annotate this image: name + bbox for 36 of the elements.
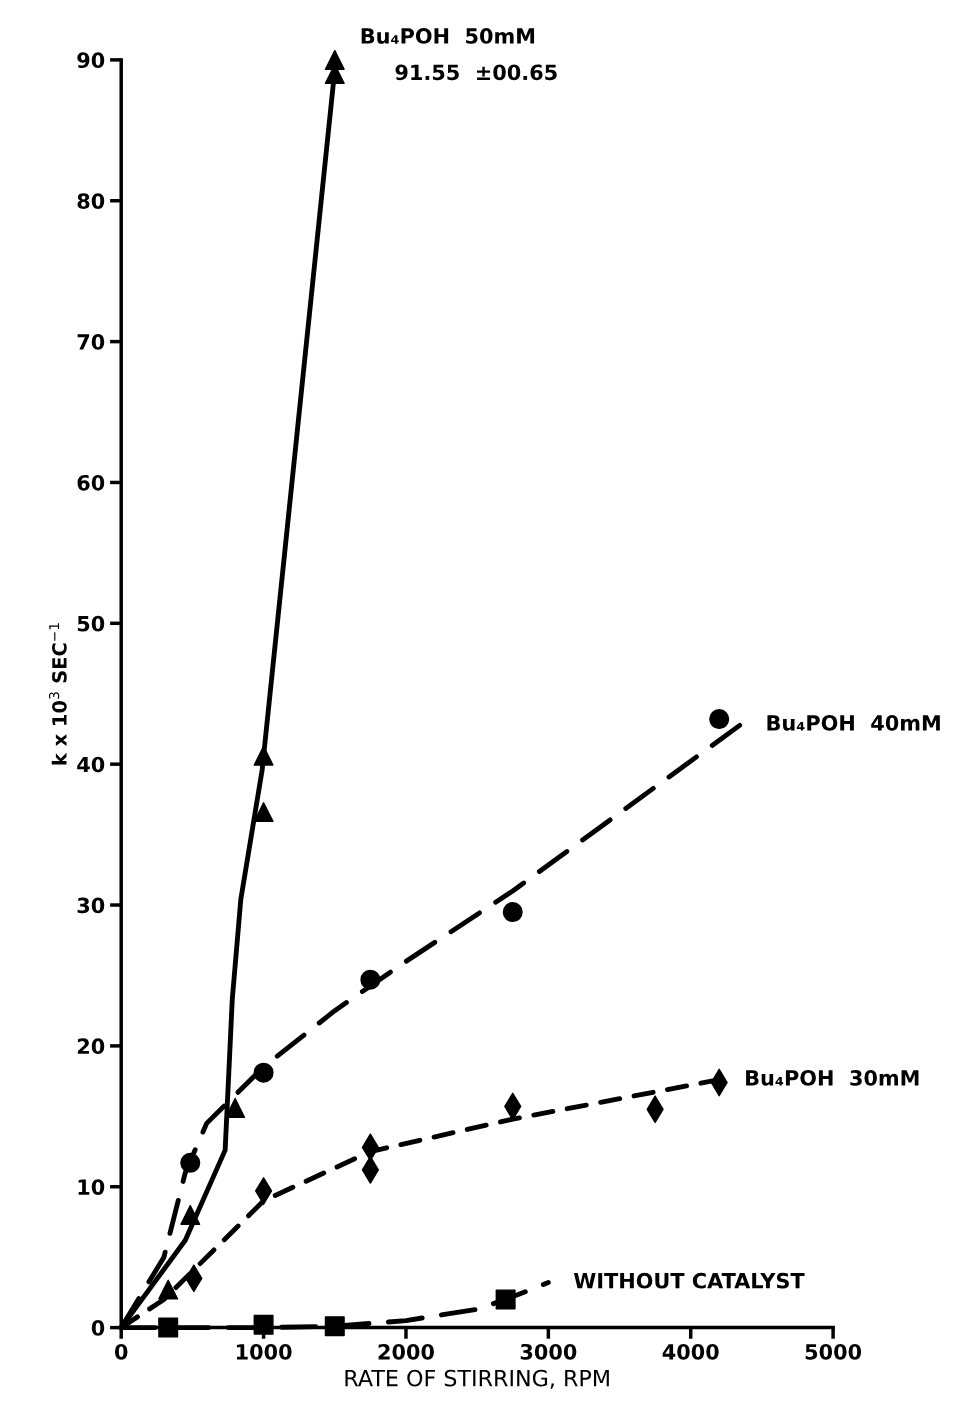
y-tick-label: 50 xyxy=(77,615,105,632)
y-tick-label: 60 xyxy=(77,474,105,491)
y-tick-label: 30 xyxy=(77,897,105,914)
y-tick-label: 80 xyxy=(77,193,105,209)
point xyxy=(709,709,730,730)
y-tick-label: 70 xyxy=(77,334,105,350)
y-tick-label: 40 xyxy=(77,756,105,773)
point xyxy=(253,802,274,823)
point xyxy=(253,745,274,766)
point xyxy=(502,902,523,923)
x-tick-label: 0 xyxy=(114,1343,128,1360)
series-label: Bu₄POH 40mM xyxy=(767,715,940,731)
x-axis-title: RATE OF STIRRING, RPM xyxy=(345,1369,609,1389)
y-axis-title: k x 10$^{3}$ SEC$^{−1}$ xyxy=(48,623,67,765)
x-tick-label: 4000 xyxy=(662,1343,719,1360)
point xyxy=(324,1316,345,1337)
x-tick-label: 1000 xyxy=(236,1343,292,1360)
point xyxy=(158,1279,179,1300)
series-label: WITHOUT CATALYST xyxy=(573,1272,805,1289)
point xyxy=(253,1314,274,1335)
y-tick-label: 90 xyxy=(77,52,105,69)
y-tick-label: 20 xyxy=(77,1038,105,1055)
point xyxy=(180,1204,201,1225)
y-tick-label: 10 xyxy=(78,1179,105,1195)
annotation: 91.55 ±00.65 xyxy=(395,64,557,81)
y-tick-label: 0 xyxy=(91,1320,105,1336)
point xyxy=(253,1062,274,1083)
point xyxy=(158,1317,179,1338)
point xyxy=(180,1152,201,1173)
x-tick-label: 2000 xyxy=(378,1343,434,1360)
series-label: Bu₄POH 30mM xyxy=(746,1069,919,1086)
point xyxy=(495,1289,516,1310)
series-label: Bu₄POH 50mM xyxy=(361,28,535,44)
point xyxy=(360,969,381,990)
x-tick-label: 5000 xyxy=(805,1343,862,1360)
x-tick-label: 3000 xyxy=(520,1343,577,1360)
